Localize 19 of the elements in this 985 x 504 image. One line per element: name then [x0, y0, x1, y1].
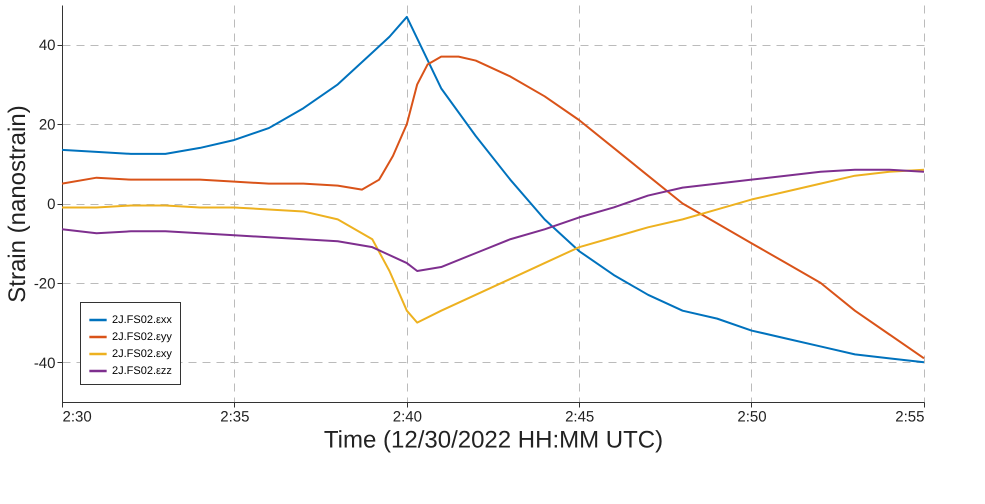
x-tick-label: 2:30	[62, 408, 92, 426]
y-tick-label: -40	[34, 354, 56, 372]
x-tick-label: 2:40	[392, 408, 422, 426]
x-tick-label: 2:50	[737, 408, 767, 426]
x-tick-label: 2:35	[220, 408, 250, 426]
legend-label: 2J.FS02.εyy	[112, 331, 172, 343]
y-axis-title: Strain (nanostrain)	[4, 105, 31, 303]
y-tick-label: 0	[47, 196, 56, 213]
line-series	[61, 168, 925, 324]
legend-label: 2J.FS02.εzz	[112, 365, 172, 377]
y-tick-label: 20	[38, 116, 56, 134]
legend-label: 2J.FS02.εxy	[112, 348, 172, 360]
x-tick-label: 2:45	[565, 408, 594, 426]
line-series	[61, 168, 925, 272]
x-tick-label: 2:55	[895, 408, 924, 426]
legend-label: 2J.FS02.εxx	[112, 314, 172, 326]
y-tick-label: -20	[34, 275, 56, 292]
y-tick-label: 40	[38, 37, 56, 54]
x-axis-title: Time (12/30/2022 HH:MM UTC)	[324, 426, 664, 454]
